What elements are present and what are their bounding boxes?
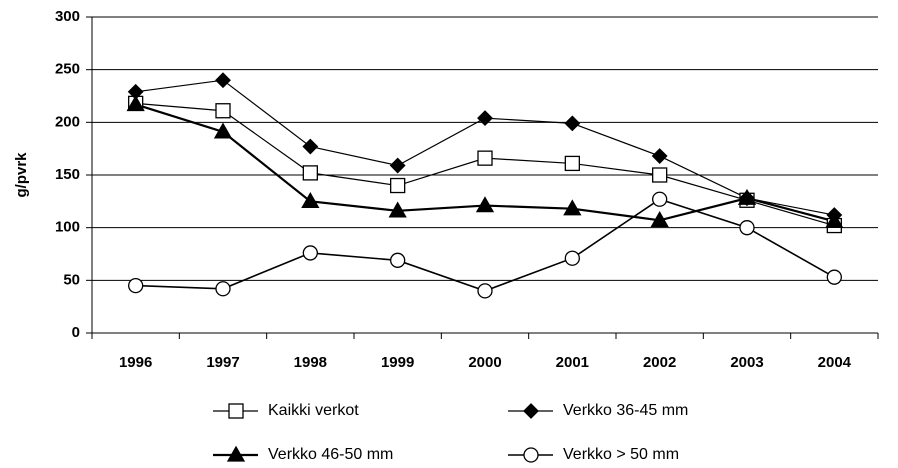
marker — [477, 110, 493, 127]
y-tick-label: 0 — [72, 324, 80, 341]
y-tick-label: 300 — [55, 8, 80, 25]
x-tick-label: 1999 — [381, 354, 414, 371]
marker — [302, 245, 318, 261]
marker — [564, 115, 581, 132]
y-axis-label: g/pvrk — [13, 152, 30, 198]
marker — [215, 281, 231, 297]
marker — [652, 167, 668, 183]
marker — [226, 445, 246, 462]
marker — [301, 192, 320, 208]
marker — [228, 403, 244, 419]
x-tick-label: 2001 — [556, 354, 589, 371]
x-tick-label: 1996 — [119, 354, 152, 371]
x-tick-label: 2003 — [730, 354, 763, 371]
legend-text: Verkko 46-50 mm — [268, 446, 393, 463]
marker — [523, 403, 539, 419]
y-tick-label: 150 — [55, 166, 80, 183]
marker — [388, 201, 407, 218]
marker — [390, 252, 406, 268]
marker — [564, 250, 580, 266]
x-tick-label: 1998 — [294, 354, 327, 371]
marker — [651, 148, 668, 164]
marker — [389, 157, 406, 174]
marker — [475, 196, 495, 213]
marker — [563, 199, 582, 216]
x-tick-label: 1997 — [206, 354, 239, 371]
y-tick-label: 200 — [55, 113, 80, 130]
marker — [213, 122, 233, 139]
series-line — [135, 198, 835, 292]
marker — [650, 210, 669, 227]
marker — [826, 269, 842, 285]
legend-text: Kaikki verkot — [268, 402, 359, 419]
marker — [737, 188, 757, 205]
marker — [128, 277, 144, 294]
x-tick-label: 2002 — [643, 354, 676, 371]
y-tick-label: 100 — [55, 219, 80, 236]
marker — [739, 220, 755, 236]
marker — [215, 72, 231, 89]
legend-text: Verkko > 50 mm — [563, 446, 679, 463]
marker — [477, 150, 493, 166]
marker — [302, 165, 318, 181]
marker — [215, 103, 231, 119]
y-tick-label: 250 — [55, 61, 80, 78]
marker — [302, 138, 319, 155]
marker — [477, 283, 493, 299]
marker — [390, 177, 406, 194]
marker — [564, 155, 580, 172]
x-tick-label: 2004 — [818, 354, 852, 371]
legend-text: Verkko 36-45 mm — [563, 402, 688, 419]
x-tick-label: 2000 — [468, 354, 501, 371]
marker — [652, 191, 668, 207]
marker — [126, 95, 145, 112]
marker — [825, 212, 844, 228]
y-tick-label: 50 — [63, 271, 80, 288]
marker — [523, 447, 539, 463]
